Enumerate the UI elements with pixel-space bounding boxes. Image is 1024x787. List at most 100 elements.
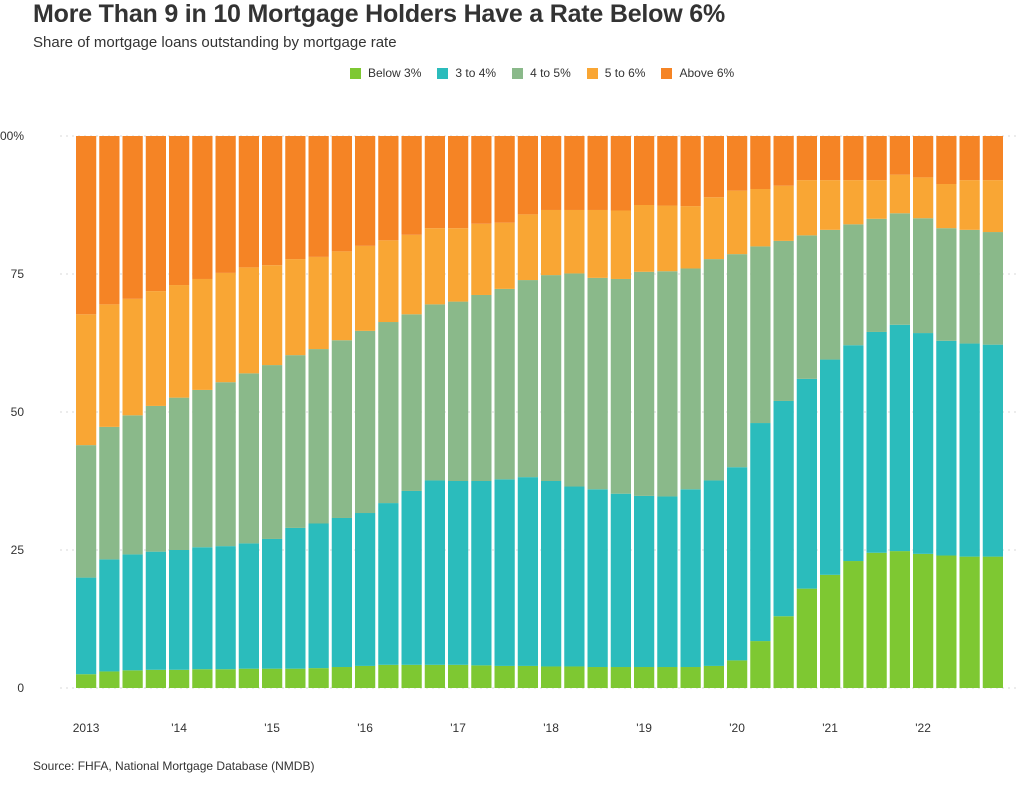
bar-segment — [866, 331, 887, 553]
x-tick-label: '16 — [357, 721, 373, 735]
bar-segment — [773, 136, 794, 186]
bar-segment — [843, 561, 864, 688]
bar-segment — [796, 235, 817, 379]
bar-segment — [424, 664, 445, 688]
bar-segment — [936, 228, 957, 341]
bar-segment — [564, 209, 585, 274]
bar-segment — [76, 674, 97, 688]
bar-segment — [378, 503, 399, 665]
bar-segment — [680, 136, 701, 207]
y-tick-label: 25 — [11, 543, 25, 557]
bar-segment — [169, 397, 190, 550]
bar-segment — [378, 664, 399, 688]
bar-segment — [750, 188, 771, 247]
bar-segment — [913, 333, 934, 554]
bar-segment — [657, 496, 678, 668]
bar-segment — [959, 136, 980, 181]
bar-segment — [541, 209, 562, 276]
bar-segment — [517, 280, 538, 478]
bar-segment — [76, 577, 97, 675]
bar-segment — [262, 265, 283, 366]
bar-segment — [448, 301, 469, 481]
bar-segment — [889, 551, 910, 688]
bar-segment — [494, 479, 515, 666]
bar-segment — [727, 190, 748, 255]
bar-segment — [471, 665, 492, 688]
bar-segment — [238, 136, 259, 268]
bar-segment — [448, 228, 469, 302]
bar-segment — [587, 277, 608, 490]
bar-segment — [564, 136, 585, 210]
bar-segment — [308, 136, 329, 257]
legend: Below 3% 3 to 4% 4 to 5% 5 to 6% Above 6% — [350, 66, 750, 80]
bar-segment — [238, 373, 259, 544]
bar-segment — [727, 660, 748, 688]
bar-segment — [680, 489, 701, 668]
bar-segment — [657, 667, 678, 688]
legend-swatch — [437, 67, 449, 79]
bar-segment — [541, 136, 562, 210]
x-tick-label: '20 — [729, 721, 745, 735]
bar-segment — [913, 177, 934, 219]
bar-segment — [285, 527, 306, 669]
bar-segment — [99, 559, 120, 672]
bar-segment — [982, 232, 1003, 345]
bar-segment — [843, 180, 864, 225]
bar-segment — [727, 136, 748, 191]
bar-segment — [750, 641, 771, 688]
bar-segment — [727, 467, 748, 661]
legend-swatch — [661, 67, 673, 79]
bar-segment — [843, 136, 864, 181]
bar-segment — [680, 268, 701, 490]
bar-segment — [401, 314, 422, 491]
bar-segment — [936, 340, 957, 556]
bar-segment — [494, 222, 515, 289]
bar-segment — [424, 304, 445, 481]
bar-segment — [773, 240, 794, 401]
bar-segment — [331, 251, 352, 341]
bar-segment — [796, 180, 817, 236]
bar-segment — [308, 523, 329, 669]
bar-segment — [215, 272, 236, 383]
bar-segment — [889, 174, 910, 214]
legend-label: Above 6% — [679, 66, 735, 80]
bar-segment — [424, 136, 445, 229]
bar-segment — [610, 667, 631, 688]
bar-segment — [192, 547, 213, 670]
bar-segment — [703, 259, 724, 481]
bar-segment — [169, 285, 190, 398]
bar-segment — [471, 136, 492, 224]
bar-segment — [703, 197, 724, 260]
bar-segment — [889, 324, 910, 552]
bar-segment — [936, 136, 957, 185]
bar-segment — [959, 556, 980, 688]
legend-item: 3 to 4% — [437, 66, 496, 80]
bar-segment — [122, 554, 143, 671]
legend-item: Below 3% — [350, 66, 421, 80]
bar-segment — [192, 136, 213, 279]
bar-segment — [634, 136, 655, 205]
x-tick-label: '14 — [171, 721, 187, 735]
bar-segment — [959, 343, 980, 557]
bar-segment — [355, 136, 376, 246]
bar-segment — [471, 481, 492, 666]
bar-segment — [308, 668, 329, 688]
bar-segment — [541, 275, 562, 481]
bar-segment — [169, 550, 190, 670]
bar-segment — [820, 136, 841, 181]
bar-segment — [657, 271, 678, 497]
bar-segment — [634, 495, 655, 668]
bar-segment — [820, 574, 841, 688]
bar-segment — [889, 213, 910, 325]
bar-segment — [99, 136, 120, 305]
bar-segment — [820, 359, 841, 575]
bar-segment — [494, 136, 515, 223]
bar-segment — [982, 180, 1003, 233]
bar-segment — [610, 493, 631, 668]
bar-segment — [517, 477, 538, 666]
chart-subtitle: Share of mortgage loans outstanding by m… — [33, 34, 397, 51]
bar-segment — [355, 245, 376, 331]
bar-segment — [936, 184, 957, 229]
bar-segment — [424, 480, 445, 665]
bar-segment — [750, 136, 771, 189]
